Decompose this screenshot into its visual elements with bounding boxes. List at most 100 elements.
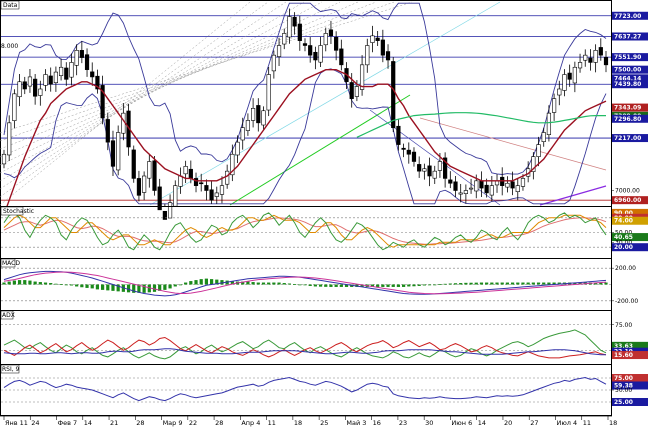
macd-histogram-bar bbox=[360, 284, 364, 287]
macd-signal-line bbox=[3, 271, 607, 295]
fan-line bbox=[0, 1, 269, 198]
adx-line bbox=[3, 348, 606, 356]
axis-flag bbox=[612, 74, 648, 83]
candle-body bbox=[17, 81, 22, 98]
macd-histogram-bar bbox=[220, 280, 224, 285]
candle-body bbox=[173, 185, 178, 207]
candle-body bbox=[437, 161, 443, 171]
date-label: 21 bbox=[110, 419, 118, 427]
candle-body bbox=[276, 45, 282, 57]
price-panel-title: Data bbox=[3, 2, 18, 9]
macd-histogram-bar bbox=[282, 283, 286, 285]
macd-histogram-bar bbox=[293, 284, 297, 285]
macd-histogram-bar bbox=[303, 284, 307, 286]
fan-line bbox=[0, 1, 395, 142]
axis-flag bbox=[612, 53, 648, 62]
macd-histogram-bar bbox=[272, 282, 276, 285]
macd-histogram-bar bbox=[459, 283, 463, 285]
date-label: 25 bbox=[320, 419, 328, 427]
price-candles bbox=[1, 8, 609, 220]
candle-body bbox=[38, 88, 43, 96]
macd-histogram-bar bbox=[80, 284, 84, 288]
candle-body bbox=[12, 93, 17, 121]
candle-body bbox=[484, 184, 489, 194]
candle-body bbox=[214, 192, 219, 197]
axis-tick-label: 7723.00 bbox=[614, 13, 641, 20]
candle-body bbox=[178, 175, 183, 187]
macd-histogram-bar bbox=[448, 283, 452, 285]
macd-histogram-bar bbox=[412, 284, 416, 287]
macd-histogram-bar bbox=[163, 284, 167, 290]
macd-histogram-bar bbox=[521, 282, 525, 285]
date-label: Апр 4 bbox=[241, 419, 260, 427]
panel-macd: MACD 200.00 -200.00 bbox=[0, 258, 638, 311]
date-label: 14 bbox=[478, 419, 486, 427]
candle-body bbox=[448, 179, 453, 184]
macd-histogram-bar bbox=[381, 284, 385, 287]
fan-line bbox=[0, 1, 413, 134]
macd-histogram-bar bbox=[267, 282, 271, 285]
macd-histogram-bar bbox=[28, 280, 32, 285]
candle-body bbox=[308, 45, 313, 56]
macd-histogram-bar bbox=[443, 283, 447, 285]
macd-lines bbox=[3, 270, 607, 297]
candle-body bbox=[536, 144, 541, 157]
candle-body bbox=[282, 33, 287, 45]
axis-tick-label: 7637.27 bbox=[614, 33, 641, 40]
macd-histogram-bar bbox=[38, 282, 42, 285]
candle-body bbox=[105, 119, 110, 143]
candle-body bbox=[219, 185, 225, 195]
macd-histogram-bar bbox=[215, 279, 219, 285]
macd-histogram-bar bbox=[407, 284, 411, 287]
axis-flag bbox=[612, 32, 648, 41]
candle-body bbox=[370, 35, 375, 43]
axis-tick-label: 25.00 bbox=[614, 399, 633, 406]
date-label: Июл 4 bbox=[556, 419, 577, 427]
candle-body bbox=[100, 85, 105, 119]
candle-body bbox=[69, 62, 74, 78]
candle-body bbox=[396, 125, 401, 145]
macd-histogram-bar bbox=[557, 282, 561, 285]
candle-body bbox=[53, 71, 58, 84]
moving-averages bbox=[3, 68, 607, 215]
candle-body bbox=[453, 181, 458, 191]
fan-line bbox=[0, 1, 377, 150]
candle-body bbox=[603, 57, 609, 66]
macd-histogram-bar bbox=[469, 282, 473, 285]
macd-histogram-bar bbox=[241, 281, 245, 285]
macd-histogram-bar bbox=[308, 284, 312, 286]
candle-body bbox=[230, 153, 235, 176]
candle-body bbox=[572, 66, 577, 84]
macd-histogram-bar bbox=[552, 282, 556, 285]
rsi-gridlines bbox=[1, 377, 611, 403]
candle-body bbox=[131, 149, 136, 179]
axis-tick-label: 33.63 bbox=[614, 343, 633, 350]
candle-body bbox=[152, 160, 157, 191]
axis-flag bbox=[612, 381, 648, 390]
macd-histogram-bar bbox=[396, 284, 401, 287]
adx-title-box bbox=[0, 310, 14, 320]
axis-tick-label: 75.00 bbox=[614, 375, 633, 382]
macd-histogram-bar bbox=[168, 284, 172, 289]
macd-histogram-bar bbox=[578, 282, 582, 285]
macd-histogram-bar bbox=[594, 282, 598, 285]
candle-body bbox=[468, 187, 474, 190]
candle-body bbox=[489, 185, 494, 196]
date-label: 14 bbox=[84, 419, 92, 427]
macd-histogram-bar bbox=[313, 284, 317, 287]
candle-body bbox=[422, 168, 427, 172]
macd-histogram-bar bbox=[298, 284, 302, 286]
macd-panel-title: MACD bbox=[2, 260, 20, 267]
candle-body bbox=[33, 78, 38, 97]
macd-histogram-bar bbox=[287, 283, 292, 285]
axis-tick-label: 7343.09 bbox=[614, 105, 641, 112]
macd-histogram-bar bbox=[256, 282, 260, 285]
date-label: 11 bbox=[268, 419, 276, 427]
axis-tick-label: 7000.00 bbox=[615, 188, 640, 195]
date-label: Янв 11 bbox=[5, 419, 28, 427]
candle-body bbox=[334, 36, 339, 51]
macd-histogram-bar bbox=[209, 279, 214, 285]
macd-histogram-bar bbox=[204, 278, 208, 285]
